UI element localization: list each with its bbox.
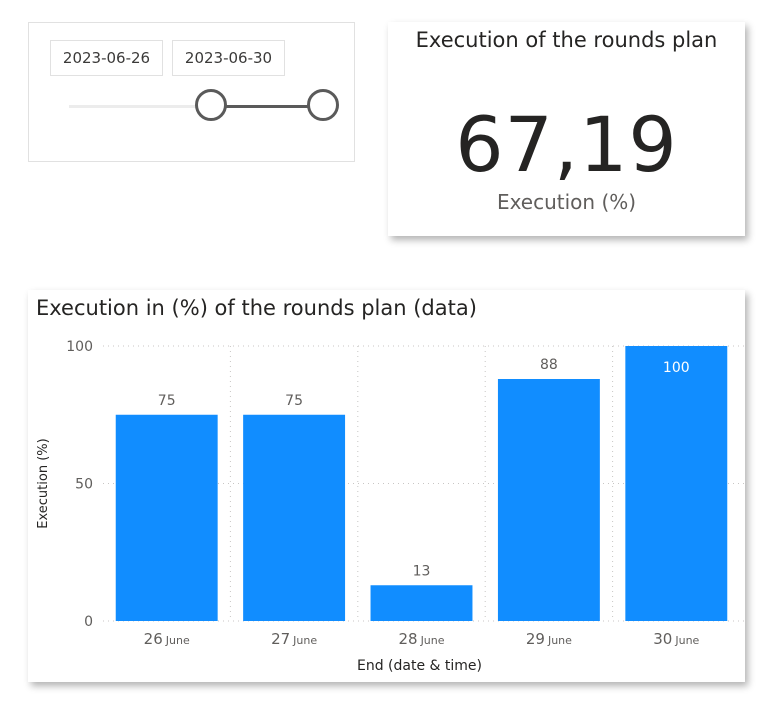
x-tick-label: 28 June <box>398 630 444 648</box>
date-range-slicer: 2023-06-26 2023-06-30 <box>28 22 355 162</box>
bar <box>243 414 346 621</box>
card-title: Execution of the rounds plan <box>415 28 718 52</box>
end-date-input[interactable]: 2023-06-30 <box>172 40 285 76</box>
x-tick-month: June <box>165 634 190 647</box>
bar-chart-panel: Execution in (%) of the rounds plan (dat… <box>28 290 745 682</box>
data-label: 100 <box>663 360 690 376</box>
start-date-input[interactable]: 2023-06-26 <box>50 40 163 76</box>
x-tick-label: 29 June <box>526 630 572 648</box>
x-tick-day: 28 <box>398 630 417 648</box>
y-tick-label: 50 <box>75 477 93 493</box>
slider-start-handle[interactable] <box>195 89 227 121</box>
x-axis-title: End (date & time) <box>357 658 482 674</box>
x-tick-month: June <box>547 634 572 647</box>
card-label: Execution (%) <box>496 190 637 214</box>
x-tick-label: 27 June <box>271 630 317 648</box>
bar <box>115 414 218 621</box>
slider-end-handle[interactable] <box>307 89 339 121</box>
x-tick-month: June <box>420 634 445 647</box>
x-tick-month: June <box>292 634 317 647</box>
data-label: 75 <box>158 393 176 409</box>
x-tick-day: 27 <box>271 630 290 648</box>
data-label: 13 <box>413 563 431 579</box>
y-tick-label: 0 <box>84 614 93 630</box>
x-tick-month: June <box>674 634 699 647</box>
data-label: 88 <box>540 357 558 373</box>
bar <box>370 585 473 621</box>
y-tick-label: 100 <box>66 339 93 355</box>
slider-selected-range <box>211 105 325 108</box>
bar <box>625 346 728 621</box>
chart-title: Execution in (%) of the rounds plan (dat… <box>36 296 477 320</box>
data-label: 75 <box>285 393 303 409</box>
x-tick-day: 29 <box>526 630 545 648</box>
x-tick-day: 30 <box>653 630 672 648</box>
x-tick-label: 26 June <box>144 630 190 648</box>
bar <box>497 379 600 621</box>
kpi-card: Execution of the rounds plan 67,19 Execu… <box>388 22 745 236</box>
x-tick-day: 26 <box>144 630 163 648</box>
card-value: 67,19 <box>455 100 678 189</box>
y-axis-title: Execution (%) <box>36 438 51 528</box>
x-tick-label: 30 June <box>653 630 699 648</box>
